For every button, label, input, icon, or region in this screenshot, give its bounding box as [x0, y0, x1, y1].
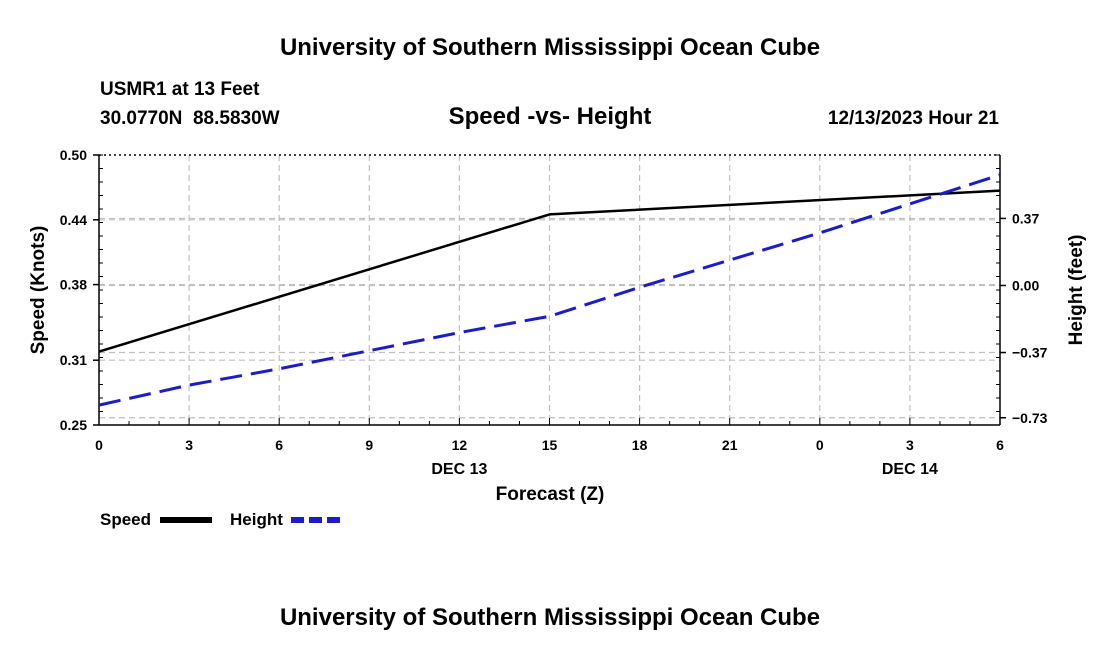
y-tick-label: 0.31: [60, 352, 87, 368]
axes: 0 3 6 9 12 15 18 21 0 3 6 DEC 13 DEC 14 0.25 0.31 0.38 0…: [60, 147, 1048, 478]
y2-tick-label: −0.73: [1012, 410, 1048, 426]
y2-tick-label: 0.00: [1012, 277, 1039, 293]
x-tick-label: 15: [542, 437, 558, 453]
y2-axis-title: Height (feet): [1066, 235, 1087, 346]
y-axis-title: Speed (Knots): [28, 226, 49, 355]
x-tick-label: 6: [996, 437, 1004, 453]
x-tick-label: 6: [275, 437, 283, 453]
y-tick-label: 0.25: [60, 417, 87, 433]
x-tick-label: 3: [185, 437, 193, 453]
main-title: University of Southern Mississippi Ocean…: [280, 34, 820, 61]
legend-label-height: Height: [230, 510, 283, 529]
x-date-label: DEC 14: [882, 461, 938, 478]
x-tick-label: 18: [632, 437, 648, 453]
legend-label-speed: Speed: [100, 510, 151, 529]
y-tick-label: 0.50: [60, 147, 87, 163]
y2-tick-label: 0.37: [1012, 210, 1039, 226]
x-tick-label: 3: [906, 437, 914, 453]
x-axis-title: Forecast (Z): [496, 484, 605, 505]
y-tick-label: 0.44: [60, 212, 87, 228]
x-date-label: DEC 13: [431, 461, 487, 478]
series-line-speed: [98, 189, 1001, 353]
grid-lines: [99, 155, 1000, 425]
x-tick-label: 9: [365, 437, 373, 453]
x-tick-label: 0: [95, 437, 103, 453]
y-tick-label: 0.38: [60, 277, 87, 293]
y2-tick-label: −0.37: [1012, 345, 1048, 361]
forecast-date: 12/13/2023 Hour 21: [828, 108, 1000, 129]
x-tick-label: 0: [816, 437, 824, 453]
footer-title: University of Southern Mississippi Ocean…: [280, 604, 820, 631]
series-lines: [98, 173, 1001, 407]
chart-title: Speed -vs- Height: [449, 103, 652, 130]
x-tick-label: 21: [722, 437, 738, 453]
x-tick-label: 12: [452, 437, 468, 453]
legend: Speed Height: [100, 510, 343, 529]
station-label: USMR1 at 13 Feet: [100, 79, 260, 100]
station-coords: 30.0770N 88.5830W: [100, 108, 280, 129]
